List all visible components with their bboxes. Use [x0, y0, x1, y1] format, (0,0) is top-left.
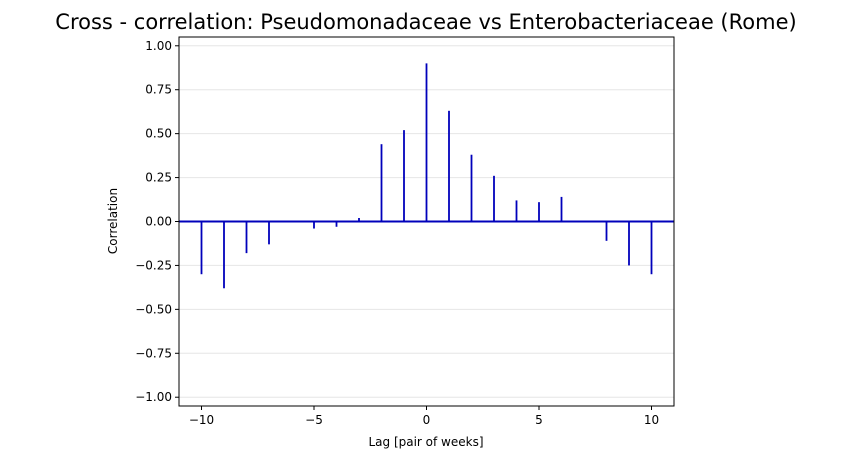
y-tick-label: 1.00: [145, 39, 172, 53]
y-tick-label: −0.50: [135, 302, 172, 316]
y-tick-label: 0.25: [145, 171, 172, 185]
x-tick-label: 5: [535, 413, 543, 427]
stems: [200, 63, 653, 289]
x-axis: −10 −5 0 5 10: [189, 406, 659, 427]
y-tick-label: −0.75: [135, 346, 172, 360]
x-tick-label: 10: [644, 413, 659, 427]
chart-title: Cross - correlation: Pseudomonadaceae vs…: [55, 10, 796, 34]
y-tick-label: 0.00: [145, 215, 172, 229]
x-axis-label: Lag [pair of weeks]: [368, 435, 483, 449]
y-tick-label: 0.75: [145, 83, 172, 97]
x-tick-label: −5: [305, 413, 323, 427]
x-tick-label: −10: [189, 413, 214, 427]
y-axis: −1.00 −0.75 −0.50 −0.25 0.00 0.25 0.50 0.75 1.00: [135, 39, 179, 404]
x-tick-label: 0: [423, 413, 431, 427]
y-tick-label: −0.25: [135, 258, 172, 272]
y-tick-label: 0.50: [145, 127, 172, 141]
y-tick-label: −1.00: [135, 390, 172, 404]
y-axis-label: Correlation: [106, 188, 120, 254]
